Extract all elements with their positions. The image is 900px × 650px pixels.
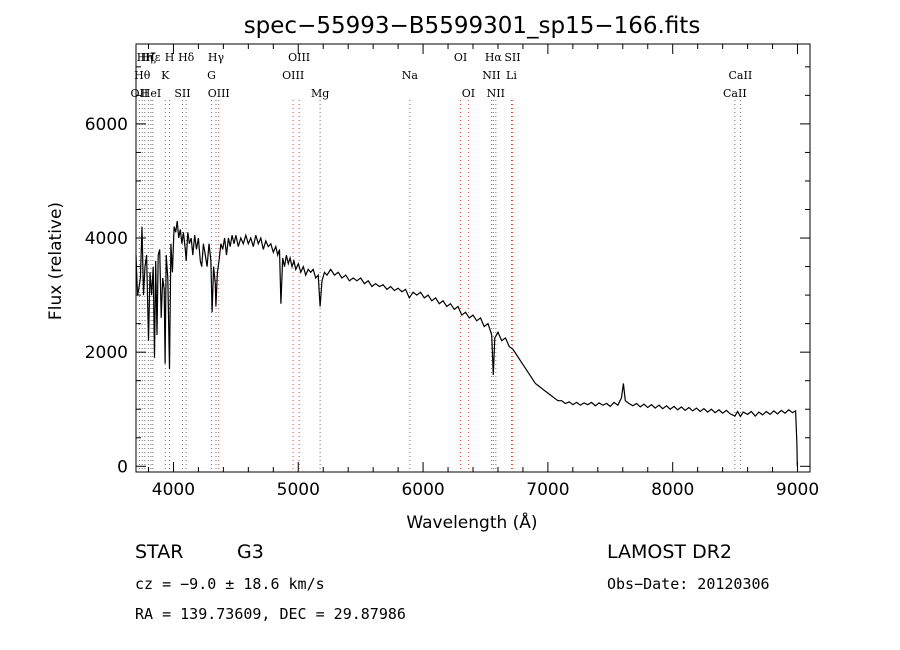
line-label-13: OIII: [288, 51, 310, 64]
line-label-5: Hε: [145, 51, 161, 64]
line-label-17: OI: [454, 51, 467, 64]
x-tick-label-3: 7000: [526, 480, 569, 500]
line-label-18: OI: [462, 87, 475, 100]
line-label-11: G: [207, 69, 216, 82]
redshift-velocity: cz = −9.0 ± 18.6 km/s: [135, 575, 325, 593]
y-tick-label-0: 0: [117, 457, 128, 477]
line-label-10: Hγ: [208, 51, 225, 64]
line-label-14: OIII: [282, 69, 304, 82]
line-label-3: Hζ: [141, 51, 157, 64]
line-label-2: Hη: [137, 51, 153, 64]
sky-coordinates: RA = 139.73609, DEC = 29.87986: [135, 605, 406, 623]
chart-title: spec−55993−B5599301_sp15−166.fits: [244, 13, 701, 39]
line-label-6: H: [165, 51, 175, 64]
line-label-24: CaII: [729, 69, 753, 82]
x-axis-label: Wavelength (Å): [406, 511, 537, 533]
y-axis-label: Flux (relative): [46, 202, 66, 320]
x-tick-label-1: 5000: [277, 480, 320, 500]
line-label-8: SII: [174, 87, 190, 100]
axis-ticks: 4000 5000 6000 7000 8000 9000 0 2000 4000 6000: [85, 44, 819, 500]
line-label-7: K: [161, 69, 170, 82]
plot-frame: [135, 43, 811, 473]
line-label-19: Hα: [485, 51, 503, 64]
y-tick-label-1: 2000: [85, 343, 128, 363]
spectrum-line: [135, 220, 798, 467]
line-label-12: OIII: [208, 87, 230, 100]
line-label-15: Mg: [311, 87, 329, 100]
line-label-1: Hθ: [134, 69, 151, 82]
y-tick-label-2: 4000: [85, 229, 128, 249]
survey-label: LAMOST DR2: [607, 541, 732, 563]
object-subclass: G3: [237, 541, 264, 563]
x-tick-label-4: 8000: [651, 480, 694, 500]
line-label-21: NII: [487, 87, 505, 100]
line-label-0: OII: [131, 87, 149, 100]
object-class: STAR: [135, 541, 184, 563]
y-tick-label-3: 6000: [85, 115, 128, 135]
line-label-23: Li: [506, 69, 517, 82]
x-tick-label-2: 6000: [401, 480, 444, 500]
line-label-20: NII: [482, 69, 500, 82]
line-label-25: CaII: [723, 87, 747, 100]
observation-date: Obs−Date: 20120306: [607, 575, 770, 593]
x-tick-label-0: 4000: [152, 480, 195, 500]
line-label-22: SII: [504, 51, 520, 64]
line-label-4: HeI: [141, 87, 161, 100]
line-label-9: Hδ: [178, 51, 195, 64]
line-label-16: Na: [402, 69, 419, 82]
x-tick-label-5: 9000: [776, 480, 819, 500]
